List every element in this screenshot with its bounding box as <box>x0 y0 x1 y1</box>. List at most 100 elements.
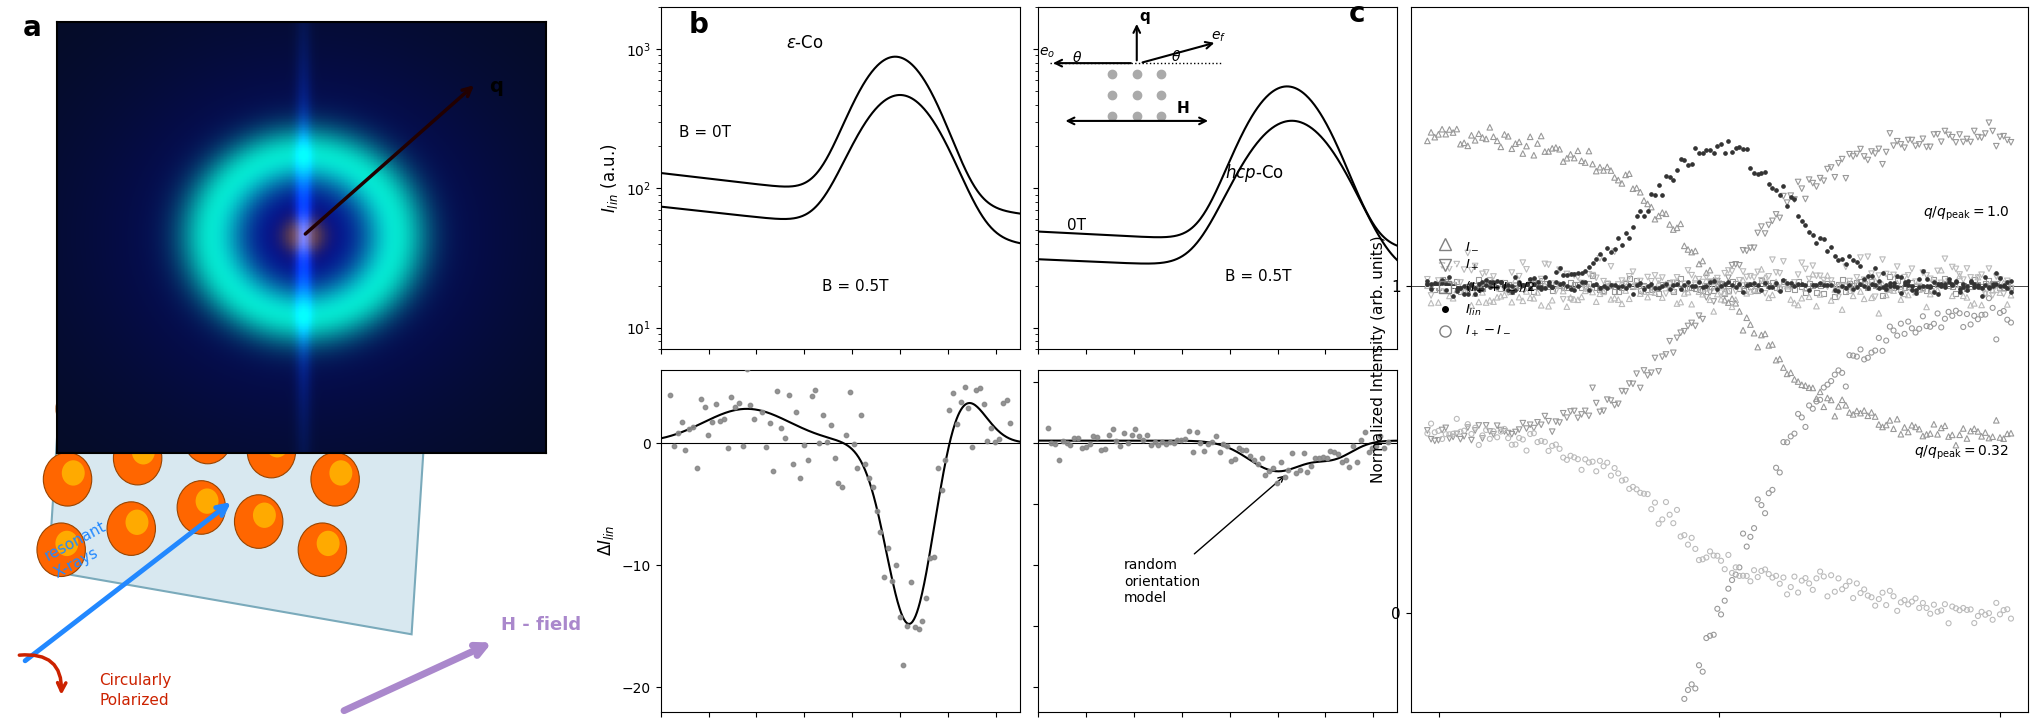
Point <box>1800 572 1832 584</box>
Point <box>685 393 717 405</box>
Point <box>1123 430 1156 441</box>
Point <box>1853 590 1885 601</box>
Point <box>1749 272 1781 283</box>
Point <box>1885 597 1918 608</box>
$I_-$ <box>1598 172 1630 183</box>
$I_-$ <box>1853 410 1885 421</box>
$I_+$ <box>1759 209 1791 220</box>
Point <box>974 423 1007 434</box>
$I_{lin}$ <box>1569 277 1602 288</box>
$I_-$ <box>1616 183 1649 194</box>
Point <box>1284 464 1317 475</box>
Point <box>1712 549 1745 561</box>
$I_{lin}$ <box>1455 279 1488 290</box>
Point <box>1484 277 1516 288</box>
$(I_+ + I_-)/2$ <box>1965 281 1997 293</box>
Point <box>1482 275 1514 287</box>
Point <box>1592 280 1624 292</box>
$I_{lin}$ <box>1745 284 1777 296</box>
Point <box>1180 426 1213 437</box>
$I_+ - I_-$ <box>1781 408 1814 420</box>
Point <box>734 400 766 411</box>
Point <box>1520 279 1553 290</box>
$(I_+ + I_-)/2$ <box>1598 285 1630 297</box>
$I_-$ <box>1940 439 1973 451</box>
$I_+$ <box>1441 428 1473 439</box>
$I_{lin}$ <box>1410 275 1443 287</box>
$(I_+ + I_-)/2$ <box>1561 278 1594 290</box>
Point <box>1433 290 1465 302</box>
Point <box>1928 253 1961 265</box>
Y-axis label: $\Delta I_{lin}$: $\Delta I_{lin}$ <box>595 525 615 557</box>
$I_-$ <box>1685 255 1718 267</box>
Point <box>1502 276 1535 288</box>
$I_+ - I_-$ <box>1848 354 1881 365</box>
Point <box>768 432 801 444</box>
$I_-$ <box>1502 136 1535 147</box>
$I_{lin}$ <box>1423 279 1455 290</box>
Point <box>1922 288 1954 300</box>
$I_+ - I_-$ <box>1914 321 1946 332</box>
$I_+ - I_-$ <box>1704 609 1736 620</box>
Point <box>1484 426 1516 437</box>
$I_+ - I_-$ <box>1932 306 1965 318</box>
Point <box>1594 247 1626 258</box>
Point <box>1176 446 1209 458</box>
$I_+ - I_-$ <box>1853 352 1885 364</box>
Point <box>1720 142 1753 154</box>
Point <box>1981 597 2014 609</box>
Point <box>703 416 736 427</box>
$I_{lin}$ <box>1834 279 1867 290</box>
Point <box>1777 571 1810 582</box>
Point <box>1702 273 1734 284</box>
$(I_+ + I_-)/2$ <box>1777 284 1810 296</box>
Text: a: a <box>22 14 41 42</box>
Point <box>1800 237 1832 249</box>
$I_+$ <box>1908 133 1940 145</box>
$I_+ - I_-$ <box>1698 629 1730 641</box>
Point <box>1918 285 1950 297</box>
Point <box>1683 286 1716 298</box>
Legend: $I_-$, $I_+$, $(I_+ + I_-)/2$, $I_{lin}$, $I_+ - I_-$: $I_-$, $I_+$, $(I_+ + I_-)/2$, $I_{lin}$… <box>1429 234 1541 344</box>
$I_{lin}$ <box>1848 280 1881 291</box>
Circle shape <box>196 340 245 393</box>
Point <box>1926 280 1959 292</box>
Point <box>1528 280 1561 291</box>
Point <box>1834 285 1867 296</box>
$I_-$ <box>1822 400 1855 412</box>
Point <box>1826 253 1859 265</box>
Point <box>1795 260 1828 272</box>
$I_+$ <box>1502 424 1535 436</box>
Point <box>1624 288 1657 299</box>
$(I_+ + I_-)/2$ <box>1616 280 1649 292</box>
$I_-$ <box>1771 368 1804 380</box>
Point <box>1463 283 1496 294</box>
Point <box>1863 308 1895 319</box>
Point <box>1712 285 1745 297</box>
Point <box>1767 256 1800 267</box>
Point <box>1950 292 1983 303</box>
Point <box>1551 268 1584 280</box>
Text: c: c <box>1349 0 1365 28</box>
Point <box>964 382 997 393</box>
$I_{lin}$ <box>1555 283 1588 294</box>
Point <box>1465 268 1498 280</box>
Point <box>1771 589 1804 600</box>
$I_-$ <box>1730 312 1763 324</box>
Point <box>1671 539 1704 550</box>
Point <box>1730 570 1763 582</box>
Point <box>1873 283 1906 295</box>
$I_+$ <box>1738 242 1771 254</box>
$I_-$ <box>1594 165 1626 176</box>
$I_+$ <box>1410 425 1443 436</box>
$I_+$ <box>1895 134 1928 146</box>
Point <box>1950 604 1983 615</box>
$I_+$ <box>1628 365 1661 376</box>
Point <box>1855 268 1887 280</box>
Point <box>1482 291 1514 303</box>
$I_{lin}$ <box>1950 280 1983 292</box>
$I_{lin}$ <box>1702 283 1734 294</box>
$I_+$ <box>1592 394 1624 406</box>
$I_{lin}$ <box>1757 281 1789 293</box>
Point <box>1716 265 1749 277</box>
